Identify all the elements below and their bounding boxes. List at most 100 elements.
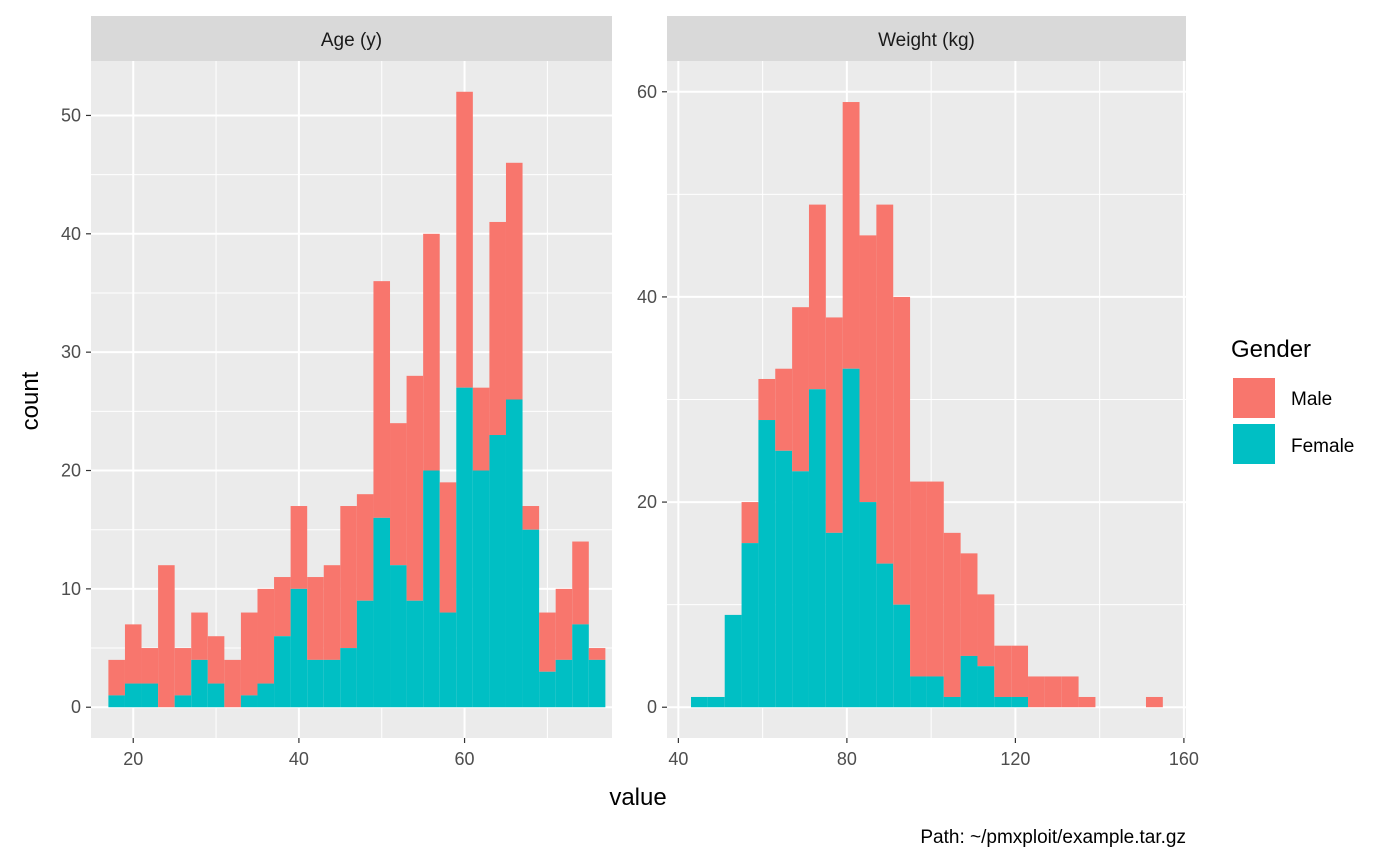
histogram-bar-female [124,683,142,708]
histogram-bar-female [825,532,843,708]
histogram-bar-female [141,683,159,708]
facet-strip-label: Weight (kg) [878,30,975,51]
facet-panels: Age (y) 20 40 60 0 10 20 30 40 50 Weight (kg) 40 80 1… [61,16,1199,769]
histogram-bar-male [257,588,275,684]
histogram-bar-male [943,532,961,697]
histogram-bar-female [555,659,573,708]
facet-strip [91,16,612,61]
y-tick-label: 60 [637,82,657,102]
histogram-bar-female [472,470,490,708]
x-tick-label: 40 [289,749,309,769]
histogram-bar-male [489,221,506,436]
histogram-bar-male [124,624,142,684]
x-tick-label: 40 [668,749,688,769]
histogram-bar-male [977,594,995,667]
histogram-bar-female [373,517,391,708]
histogram-bar-male [207,636,225,684]
histogram-bar-male [893,296,911,605]
histogram-bar-male [910,481,927,677]
histogram-bar-female [505,399,523,708]
histogram-bar-female [423,470,440,708]
histogram-bar-female [960,655,978,708]
histogram-bar-female [707,696,725,708]
histogram-bar-female [792,471,809,708]
histogram-bar-male [290,506,308,589]
histogram-bar-female [108,695,125,708]
y-tick-label: 0 [647,697,657,717]
histogram-bar-male [274,577,291,637]
legend-label-female: Female [1291,436,1354,457]
histogram-bar-male [307,577,324,660]
histogram-bar-male [356,494,374,601]
histogram-bar-male [808,204,826,390]
histogram-bar-male [994,645,1012,697]
histogram-bar-female [390,565,407,708]
histogram-bar-male [1044,676,1062,708]
histogram-bar-male [555,588,573,660]
histogram-bar-female [290,588,308,708]
facet-strip-label: Age (y) [321,30,382,51]
histogram-bar-male [472,387,490,471]
histogram-bar-female [323,659,341,708]
histogram-bar-male [373,281,391,518]
histogram-bar-male [439,482,457,613]
histogram-bar-male [1011,645,1029,697]
histogram-bar-female [859,502,877,708]
histogram-bar-male [842,102,860,369]
histogram-bar-male [1028,676,1045,708]
histogram-bar-female [588,659,606,708]
histogram-bar-male [588,648,606,660]
histogram-bar-female [926,676,944,708]
histogram-bar-male [741,502,759,544]
histogram-bar-female [724,614,742,708]
histogram-bar-female [741,543,759,708]
histogram-bar-female [356,600,374,708]
x-tick-label: 160 [1169,749,1199,769]
histogram-bar-female [910,676,927,708]
histogram-bar-male [174,648,192,696]
histogram-bar-male [572,541,589,625]
histogram-bar-female [257,683,275,708]
histogram-bar-male [825,317,843,533]
histogram-bar-female [240,695,258,708]
x-tick-label: 120 [1000,749,1030,769]
histogram-bar-female [174,695,192,708]
histogram-bar-female [977,666,995,708]
histogram-bar-male [1145,696,1163,708]
y-tick-label: 20 [637,492,657,512]
histogram-bar-female [207,683,225,708]
histogram-bar-female [456,387,473,708]
histogram-bar-male [775,368,793,451]
histogram-bar-male [191,612,208,660]
caption: Path: ~/pmxploit/example.tar.gz [920,827,1186,848]
facet-strip [667,16,1186,61]
histogram-bar-male [240,612,258,696]
y-tick-label: 0 [71,697,81,717]
histogram-bar-female [274,636,291,708]
legend: Gender Male Female [1231,336,1354,464]
histogram-bar-female [775,450,793,708]
histogram-bar-female [943,696,961,708]
facet-panel-0: Age (y) 20 40 60 0 10 20 30 40 50 [61,16,612,769]
histogram-bar-male [876,204,894,564]
x-tick-label: 80 [837,749,857,769]
histogram-bar-male [792,307,809,472]
x-axis-title: value [609,784,666,811]
histogram-bar-female [808,389,826,708]
facet-panel-1: Weight (kg) 40 80 120 160 0 20 40 60 [637,16,1199,769]
x-tick-label: 20 [123,749,143,769]
histogram-bar-female [876,563,894,708]
histogram-bar-male [522,506,540,530]
histogram-bar-male [108,659,125,696]
y-tick-label: 30 [61,342,81,362]
histogram-bar-female [572,624,589,708]
histogram-bar-male [926,481,944,677]
y-tick-label: 20 [61,461,81,481]
histogram-bar-female [307,659,324,708]
y-tick-label: 40 [61,224,81,244]
histogram-bar-female [191,659,208,708]
y-tick-label: 50 [61,105,81,125]
legend-key-female [1233,424,1275,464]
histogram-bar-male [141,648,159,684]
histogram-bar-female [439,612,457,708]
